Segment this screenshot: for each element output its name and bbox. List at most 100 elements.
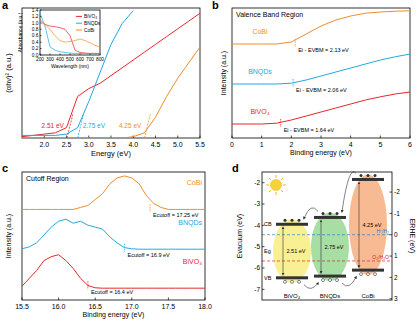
electron-transfer xyxy=(304,208,318,219)
right-tick xyxy=(390,213,393,214)
series-group xyxy=(22,11,200,138)
x-tick-label: 5.0 xyxy=(173,141,183,148)
hole-transfer xyxy=(342,277,356,286)
right-tick-label: -2 xyxy=(394,188,400,195)
x-tick-label: 2 xyxy=(289,141,293,148)
panel-letter: d xyxy=(232,162,239,174)
right-tick xyxy=(390,256,393,257)
gap-label: 4.25 eV xyxy=(363,222,382,228)
left-tick xyxy=(262,204,265,205)
series-line xyxy=(232,54,410,84)
band-label: CB xyxy=(264,221,272,227)
electron xyxy=(367,174,370,177)
intercept-line xyxy=(144,114,150,138)
plot-frame xyxy=(22,8,200,138)
conduction-band xyxy=(276,223,308,226)
hole xyxy=(291,280,294,283)
redox-label: H⁺/H₂ xyxy=(376,228,389,234)
x-tick-label: 3.5 xyxy=(106,141,116,148)
gap-label: 2.51 eV xyxy=(287,248,306,254)
band-region xyxy=(311,212,349,281)
right-tick xyxy=(390,298,393,299)
x-axis-label: Wavelength (nm) xyxy=(51,63,89,69)
y-axis-label: (αhν)² (a.u.) xyxy=(4,53,13,93)
material-name: BNQDs xyxy=(320,293,340,299)
x-tick-label: 16.5 xyxy=(88,303,102,310)
electron xyxy=(329,212,332,215)
inset-background xyxy=(40,10,100,55)
valence-band xyxy=(276,276,308,279)
series-line xyxy=(22,11,133,136)
plot-frame xyxy=(40,10,100,55)
band-label: VB xyxy=(264,275,272,281)
legend-label: CoBi xyxy=(84,28,94,33)
left-tick-label: -3 xyxy=(254,200,260,207)
y-tick-label: 0.0 xyxy=(32,53,39,58)
hole xyxy=(284,280,287,283)
left-tick-label: -5 xyxy=(254,243,260,250)
left-tick-label: -2 xyxy=(254,179,260,186)
annotation: Ei - EVBM = 1.64 eV xyxy=(284,127,335,133)
series-group xyxy=(22,176,205,288)
y-tick-label: 0.2 xyxy=(32,46,39,51)
x-axis-label: Energy (eV) xyxy=(91,149,132,158)
series-line xyxy=(22,219,205,249)
electron xyxy=(322,212,325,215)
plot-frame xyxy=(22,172,205,300)
series-group xyxy=(40,13,100,54)
sun-ray xyxy=(281,178,283,180)
legend-swatch xyxy=(76,16,82,17)
series-line xyxy=(22,255,205,288)
x-tick-label: 600 xyxy=(76,57,84,62)
sun-ray xyxy=(266,185,269,186)
legend-swatch xyxy=(76,30,82,31)
left-tick-label: -7 xyxy=(254,286,260,293)
figure: 2.02.53.03.54.04.55.05.5Energy (eV)(αhν)… xyxy=(0,0,417,324)
annotation: 4.25 eV xyxy=(119,122,142,129)
annotation: 2.51 eV xyxy=(42,122,65,129)
x-tick-label: 16.0 xyxy=(52,303,66,310)
redox-level xyxy=(262,260,392,261)
series-line xyxy=(40,20,100,54)
x-tick-label: 200 xyxy=(36,57,44,62)
sun xyxy=(271,180,282,191)
sun-ray xyxy=(269,190,271,192)
series-name: BiVO₄ xyxy=(183,258,202,265)
onset-marker xyxy=(293,79,294,87)
series-name: BNQDs xyxy=(248,68,272,76)
series-name: CoBi xyxy=(187,179,203,186)
x-tick-label: 3 xyxy=(319,141,323,148)
hole xyxy=(360,273,363,276)
right-tick xyxy=(390,192,393,193)
right-tick-label: -1 xyxy=(394,210,400,217)
left-tick xyxy=(262,225,265,226)
hole xyxy=(329,279,332,282)
electron xyxy=(291,219,294,222)
series-name: CoBi xyxy=(252,28,268,35)
y-axis-label: Intensity (a.u.) xyxy=(5,214,13,258)
x-tick-label: 3.0 xyxy=(84,141,94,148)
panel-letter: c xyxy=(2,162,8,174)
x-tick-label: 400 xyxy=(56,57,64,62)
plot-frame xyxy=(232,8,410,138)
y-tick-label: 0.4 xyxy=(32,40,39,45)
onset-marker xyxy=(295,39,296,47)
left-tick-label: -4 xyxy=(254,222,260,229)
x-axis-label: Binding energy (eV) xyxy=(290,149,352,157)
redox-level xyxy=(262,234,392,235)
annotation: 2.75 eV xyxy=(83,122,106,129)
panel-title: Valence Band Region xyxy=(236,11,303,19)
x-tick-label: 18.0 xyxy=(198,303,212,310)
x-tick-label: 17.5 xyxy=(162,303,176,310)
right-tick xyxy=(390,234,393,235)
y-tick-label: 1.2 xyxy=(32,14,39,19)
annotation: Ecutoff = 16.4 eV xyxy=(91,289,134,295)
sun-ray xyxy=(269,178,271,180)
annotation: Ecutoff = 16.9 eV xyxy=(127,252,170,258)
material-name: BiVO₄ xyxy=(284,293,301,299)
series-line xyxy=(40,13,100,54)
electron-transfer xyxy=(342,172,356,212)
right-tick-label: 3 xyxy=(394,295,398,302)
left-axis-label: Evacuum (eV) xyxy=(236,214,244,258)
hole xyxy=(367,273,370,276)
